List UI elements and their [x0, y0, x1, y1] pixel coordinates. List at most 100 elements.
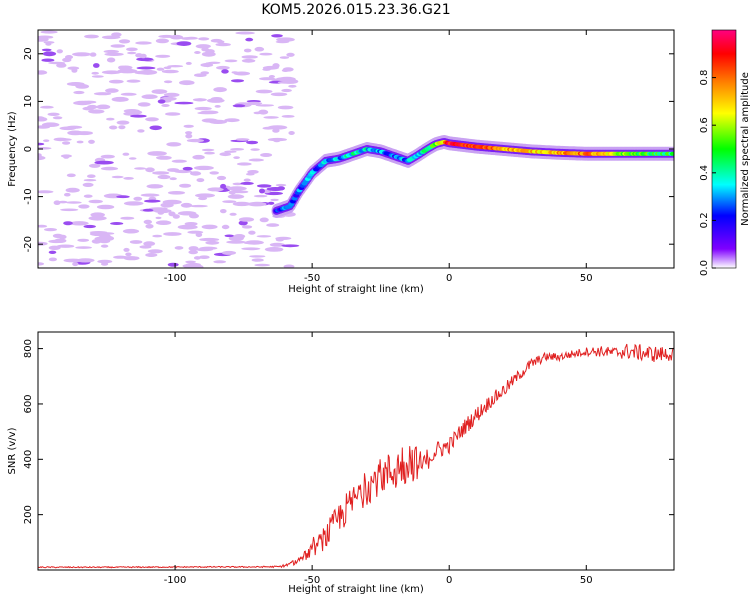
noise-blob	[78, 204, 90, 209]
noise-blob	[209, 171, 219, 175]
noise-blob	[274, 248, 283, 252]
spectrogram-x-label: Height of straight line (km)	[288, 284, 424, 295]
noise-blob	[65, 201, 82, 204]
noise-blob	[201, 148, 215, 152]
noise-blob	[54, 238, 67, 243]
noise-blob	[163, 80, 173, 84]
noise-blob	[207, 61, 221, 64]
noise-blob	[147, 151, 167, 156]
noise-blob	[221, 69, 229, 74]
noise-blob	[48, 250, 57, 254]
noise-blob	[173, 169, 192, 174]
noise-blob	[72, 52, 92, 57]
noise-blob	[143, 241, 156, 247]
colorbar-gradient	[712, 30, 736, 268]
x-tick-label: -100	[164, 273, 187, 284]
noise-blob	[47, 112, 60, 117]
noise-blob	[120, 216, 135, 220]
noise-blob	[118, 65, 126, 70]
noise-blob	[133, 196, 143, 201]
noise-blob	[160, 202, 174, 208]
noise-blob	[240, 181, 254, 185]
colorbar-tick-label: 0.8	[699, 70, 710, 86]
noise-blob	[48, 257, 58, 262]
noise-blob	[105, 88, 119, 93]
noise-blob	[275, 40, 290, 44]
noise-blob	[193, 256, 201, 260]
noise-blob	[180, 202, 193, 208]
noise-blob	[288, 131, 295, 135]
noise-blob	[84, 34, 99, 39]
noise-blob	[231, 79, 244, 83]
noise-blob	[167, 191, 186, 195]
noise-blob	[243, 48, 252, 53]
noise-blob	[38, 117, 48, 122]
noise-blob	[243, 178, 251, 182]
noise-blob	[83, 179, 97, 182]
noise-blob	[256, 235, 272, 238]
noise-blob	[177, 211, 197, 216]
noise-blob	[93, 92, 112, 96]
noise-blob	[56, 49, 63, 54]
noise-blob	[56, 244, 75, 248]
noise-blob	[66, 125, 83, 129]
noise-blob	[100, 244, 109, 248]
noise-blob	[262, 68, 271, 71]
noise-blob	[231, 71, 239, 74]
noise-blob	[235, 31, 255, 35]
noise-blob	[201, 51, 216, 57]
colorbar-ticks: 0.0 0.2 0.4 0.6 0.8	[699, 70, 716, 276]
noise-blob	[41, 58, 55, 62]
snr-ticks: -100 -50 0 50 200 400 600 800	[23, 332, 674, 586]
noise-blob	[275, 77, 292, 81]
noise-blob	[219, 152, 232, 157]
noise-blob	[88, 199, 103, 204]
noise-blob	[125, 47, 138, 52]
noise-blob	[169, 34, 184, 40]
noise-blob	[97, 259, 113, 264]
noise-blob	[104, 52, 124, 56]
noise-blob	[259, 188, 265, 194]
noise-blob	[221, 224, 230, 230]
noise-blob	[122, 228, 140, 234]
noise-blob	[241, 55, 258, 59]
noise-blob	[38, 155, 46, 161]
noise-blob	[145, 117, 159, 122]
noise-blob	[106, 117, 115, 121]
noise-blob	[38, 224, 48, 228]
noise-blob	[207, 187, 224, 192]
noise-blob	[82, 182, 94, 187]
noise-blob	[214, 105, 221, 108]
noise-blob	[44, 228, 57, 232]
noise-blob	[267, 137, 287, 142]
noise-blob	[189, 204, 208, 208]
colorbar-label: Normalized spectral amplitude	[740, 72, 750, 226]
noise-blob	[108, 79, 124, 84]
noise-blob	[167, 65, 184, 68]
noise-blob	[259, 52, 273, 56]
noise-blob	[118, 39, 131, 44]
noise-blob	[88, 163, 101, 168]
noise-blob	[256, 184, 272, 188]
noise-blob	[195, 248, 213, 252]
noise-blob	[275, 183, 287, 187]
noise-blob	[174, 101, 194, 105]
noise-blob	[111, 96, 129, 102]
noise-blob	[38, 142, 45, 146]
noise-blob	[110, 222, 124, 225]
noise-blob	[40, 105, 54, 109]
noise-blob	[149, 125, 162, 131]
noise-blob	[277, 81, 296, 84]
noise-blob	[135, 53, 143, 58]
noise-blob	[169, 177, 177, 181]
noise-blob	[247, 201, 267, 207]
noise-blob	[60, 208, 79, 212]
noise-blob	[232, 201, 251, 207]
noise-blob	[220, 183, 227, 189]
noise-blob	[38, 262, 45, 266]
y-tick-label: -20	[23, 236, 34, 252]
ridge-core	[669, 151, 674, 156]
x-tick-label: 0	[446, 273, 452, 284]
noise-blob	[179, 183, 192, 188]
noise-blob	[160, 96, 177, 101]
